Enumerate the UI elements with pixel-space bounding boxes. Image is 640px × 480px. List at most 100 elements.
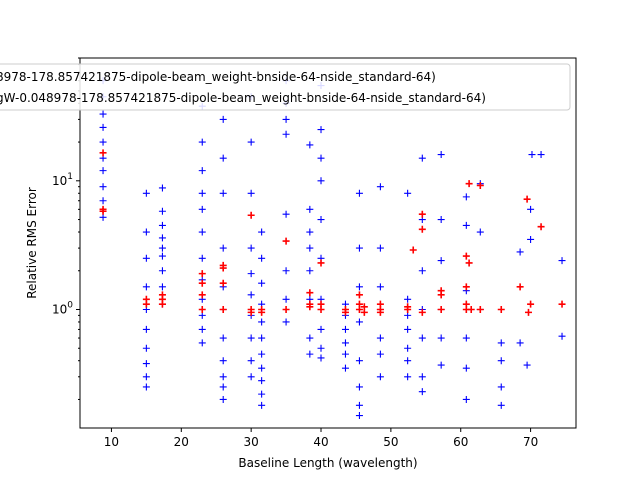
series-1-point (282, 295, 290, 303)
series-2-point (306, 289, 314, 297)
series-1-point (219, 244, 227, 252)
series-1-point (437, 334, 445, 342)
series-2-point (247, 305, 255, 313)
series-1-point (376, 283, 384, 291)
series-1-point (247, 244, 255, 252)
x-tick-label: 50 (383, 435, 398, 449)
series-2-point (467, 305, 475, 313)
series-1-point (99, 197, 107, 205)
series-2-point (524, 308, 532, 316)
series-2-point (418, 210, 426, 218)
series-1-point (355, 189, 363, 197)
series-2-point (437, 287, 445, 295)
series-1-point (247, 373, 255, 381)
series-2-point (258, 305, 266, 313)
series-1-point (317, 354, 325, 362)
series-2-point (219, 279, 227, 287)
series-1-point (258, 334, 266, 342)
series-2-point (409, 246, 417, 254)
series-2-point (527, 300, 535, 308)
series-1-point (258, 364, 266, 372)
series-1-point (247, 189, 255, 197)
series-1-point (247, 291, 255, 299)
series-2-point (360, 308, 368, 316)
series-2-point (465, 180, 473, 188)
series-1-point (219, 395, 227, 403)
legend-box (0, 63, 571, 111)
series-1-point (355, 357, 363, 365)
series-1-point (258, 228, 266, 236)
series-1-point (306, 350, 314, 358)
series-1-point (341, 325, 349, 333)
series-2-point (437, 305, 445, 313)
series-2-point (219, 261, 227, 269)
series-2-point (317, 259, 325, 267)
series-2-point (465, 259, 473, 267)
series-1-point (198, 325, 206, 333)
series-1-point (306, 141, 314, 149)
series-2-point (158, 295, 166, 303)
series-1-point (317, 154, 325, 162)
series-1-point (247, 357, 255, 365)
series-2-point (523, 195, 531, 203)
series-1-point (142, 344, 150, 352)
series-1-point (306, 334, 314, 342)
series-1-point (219, 357, 227, 365)
series-1-point (462, 395, 470, 403)
series-1-point (418, 154, 426, 162)
series-1-point (258, 318, 266, 326)
series-1-point (219, 373, 227, 381)
series-2-point (99, 149, 107, 157)
series-2-point (198, 270, 206, 278)
series-1-point (282, 267, 290, 275)
series-1-point (404, 325, 412, 333)
series-1-point (355, 318, 363, 326)
series-1-point (317, 216, 325, 224)
series-1-point (282, 130, 290, 138)
series-1-point (523, 361, 531, 369)
series-1-point (376, 183, 384, 191)
series-1-point (142, 228, 150, 236)
series-1-point (198, 167, 206, 175)
series-1-point (462, 193, 470, 201)
series-1-point (497, 383, 505, 391)
series-1-point (476, 228, 484, 236)
series-1-point (142, 373, 150, 381)
series-1-point (198, 138, 206, 146)
series-1-point (99, 167, 107, 175)
series-1-point (355, 283, 363, 291)
series-2-point (418, 225, 426, 233)
series-1-point (99, 138, 107, 146)
series-1-point (198, 205, 206, 213)
series-1-point (516, 248, 524, 256)
series-1-point (306, 205, 314, 213)
series-1-point (142, 383, 150, 391)
series-1-point (219, 334, 227, 342)
y-axis-title: Relative RMS Error (25, 187, 39, 299)
series-2-point (282, 305, 290, 313)
series-1-point (376, 244, 384, 252)
series-1-point (418, 267, 426, 275)
series-2-point (99, 205, 107, 213)
series-1-point (355, 383, 363, 391)
series-2-point (219, 305, 227, 313)
series-1-point (198, 254, 206, 262)
series-2-point (198, 291, 206, 299)
series-1-point (282, 318, 290, 326)
series-1-point (219, 115, 227, 123)
series-1-point (219, 154, 227, 162)
series-1-point (282, 115, 290, 123)
series-1-point (537, 151, 545, 159)
series-1-point (99, 183, 107, 191)
series-1-point (527, 235, 535, 243)
series-1-point (341, 364, 349, 372)
series-1-point (247, 334, 255, 342)
series-1-point (142, 283, 150, 291)
legend-entry-2: gW-0.048978-178.857421875-dipole-beam_we… (0, 91, 486, 105)
series-1-point (528, 151, 536, 159)
series-1-point (341, 339, 349, 347)
y-tick-label: 101 (52, 172, 73, 188)
x-tick-label: 60 (453, 435, 468, 449)
series-1-point (198, 189, 206, 197)
legend-entry-1: 8978-178.857421875-dipole-beam_weight-bn… (0, 70, 436, 84)
